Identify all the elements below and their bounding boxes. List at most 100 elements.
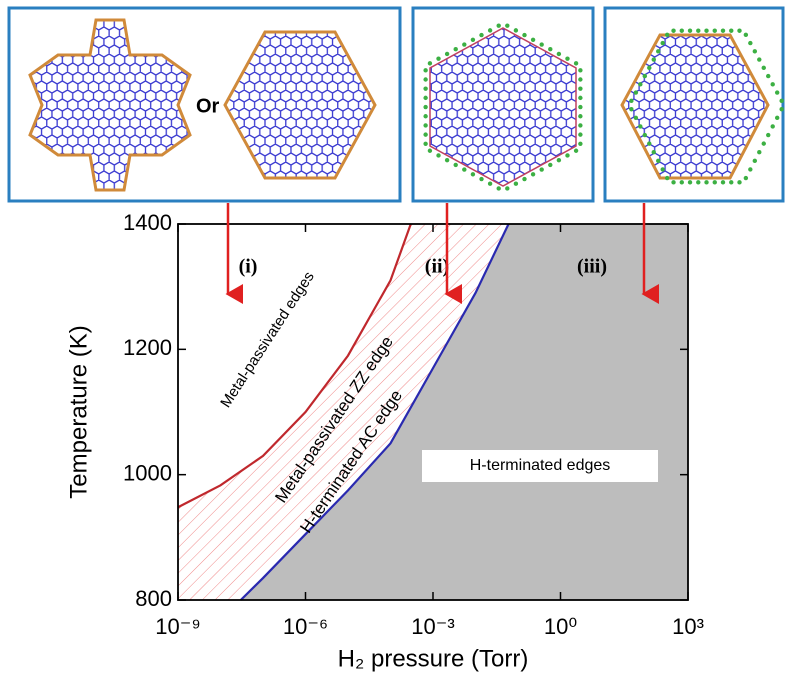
h-atom (539, 167, 543, 171)
h-atom (766, 133, 770, 137)
top-panels: Or (9, 8, 784, 201)
h-atom (680, 180, 684, 184)
h-atom (479, 177, 483, 181)
x-tick-label: 10⁻³ (411, 614, 454, 639)
h-atom (721, 29, 725, 33)
h-atom (578, 68, 582, 72)
h-atom (505, 186, 509, 190)
x-tick-label: 10³ (672, 614, 704, 639)
h-atom (565, 153, 569, 157)
h-atom (428, 149, 432, 153)
h-atom (488, 28, 492, 32)
h-atom (771, 82, 775, 86)
h-atom (671, 29, 675, 33)
region-label: (iii) (577, 256, 607, 278)
h-atom (578, 86, 582, 90)
h-atom (661, 41, 665, 45)
h-atom (665, 33, 669, 37)
h-atom (762, 141, 766, 145)
h-atom (423, 142, 427, 146)
h-atom (704, 29, 708, 33)
y-tick-label: 800 (135, 586, 172, 611)
h-atom (665, 176, 669, 180)
h-atom (748, 41, 752, 45)
h-atom (539, 42, 543, 46)
h-atom (744, 33, 748, 37)
h-atom (565, 56, 569, 60)
or-label: Or (196, 95, 220, 117)
h-atom (696, 29, 700, 33)
h-atom (753, 159, 757, 163)
h-atom (578, 105, 582, 109)
h-atom (479, 33, 483, 37)
h-atom (557, 158, 561, 162)
h-atom (574, 149, 578, 153)
h-atom (652, 150, 656, 154)
h-atom (436, 153, 440, 157)
x-tick-label: 10⁻⁶ (283, 614, 328, 639)
h-atom (671, 180, 675, 184)
h-atom (762, 66, 766, 70)
h-atom (775, 90, 779, 94)
x-axis-title: H₂ pressure (Torr) (338, 645, 529, 672)
h-atom (454, 163, 458, 167)
h-atom (638, 124, 642, 128)
h-atom (548, 163, 552, 167)
h-atom (688, 29, 692, 33)
h-atom (656, 159, 660, 163)
h-atom (514, 182, 518, 186)
h-atom (661, 167, 665, 171)
h-atom (634, 116, 638, 120)
h-atom (445, 158, 449, 162)
x-tick-label: 10⁰ (544, 614, 577, 639)
h-atom (578, 114, 582, 118)
h-atom (713, 29, 717, 33)
h-atom (737, 29, 741, 33)
h-atom (557, 52, 561, 56)
h-atom (578, 77, 582, 81)
h-atom (423, 132, 427, 136)
h-atom (766, 74, 770, 78)
h-atom (629, 99, 633, 103)
h-atom (634, 90, 638, 94)
h-atom (423, 114, 427, 118)
h-atom (647, 66, 651, 70)
h-atom (729, 29, 733, 33)
h-atom (423, 86, 427, 90)
h-atom (505, 23, 509, 27)
figure: Or 80010001200140010⁻⁹10⁻⁶10⁻³10⁰10³H₂ p… (0, 0, 785, 678)
y-tick-label: 1200 (123, 335, 172, 360)
y-axis-title: Temperature (K) (65, 325, 92, 498)
h-atom (423, 68, 427, 72)
h-atom (737, 180, 741, 184)
h-atom (497, 23, 501, 27)
region-label: H-terminated edges (470, 457, 611, 474)
y-tick-label: 1000 (123, 460, 172, 485)
h-atom (729, 180, 733, 184)
h-atom (454, 47, 458, 51)
h-atom (578, 132, 582, 136)
h-atom (704, 180, 708, 184)
h-atom (462, 167, 466, 171)
h-atom (423, 77, 427, 81)
h-atom (514, 28, 518, 32)
h-atom (757, 57, 761, 61)
h-atom (744, 176, 748, 180)
h-atom (423, 105, 427, 109)
h-atom (497, 186, 501, 190)
h-atom (643, 133, 647, 137)
h-atom (638, 82, 642, 86)
h-atom (462, 42, 466, 46)
h-atom (753, 49, 757, 53)
h-atom (531, 172, 535, 176)
h-atom (471, 38, 475, 42)
h-atom (522, 177, 526, 181)
h-atom (436, 56, 440, 60)
h-atom (696, 180, 700, 184)
h-atom (428, 61, 432, 65)
h-atom (721, 180, 725, 184)
h-atom (652, 57, 656, 61)
h-atom (578, 96, 582, 100)
h-atom (775, 116, 779, 120)
